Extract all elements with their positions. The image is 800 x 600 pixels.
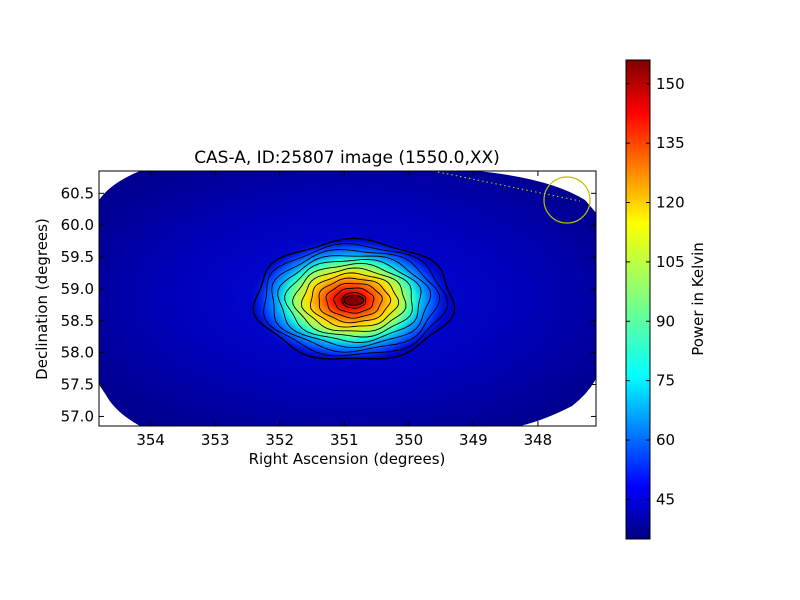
x-tick-label: 349 [459, 431, 488, 449]
contour-line [341, 292, 367, 309]
contour-line [292, 262, 413, 338]
y-tick-label: 57.0 [61, 407, 94, 425]
colorbar-tick-label: 135 [656, 134, 685, 152]
source-peak [343, 294, 365, 306]
colorbar-tick-label: 60 [656, 431, 675, 449]
contour-line [309, 272, 400, 328]
plot-area [98, 170, 597, 427]
y-tick-label: 57.5 [61, 376, 94, 394]
y-tick-label: 60.5 [61, 184, 94, 202]
plot-frame [98, 170, 597, 427]
beam-marker-circle [543, 176, 591, 224]
colorbar: 45 60 75 90 105 120 135 150 Power in Kelvin [625, 59, 707, 540]
contour-line [325, 282, 383, 319]
y-tick-label: 58.5 [61, 312, 94, 330]
colorbar-label: Power in Kelvin [689, 242, 707, 356]
colorbar-tick-label: 120 [656, 194, 685, 212]
y-axis-label: Declination (degrees) [33, 218, 51, 380]
x-tick-label: 354 [136, 431, 165, 449]
chart-title: CAS-A, ID:25807 image (1550.0,XX) [194, 148, 500, 168]
y-tick-label: 60.0 [61, 216, 94, 234]
colorbar-tick-label: 45 [656, 490, 675, 508]
y-tick-label: 59.0 [61, 280, 94, 298]
x-tick-label: 352 [265, 431, 294, 449]
y-axis: 57.0 57.5 58.0 58.5 59.0 59.5 60.0 60.5 [61, 184, 596, 425]
contour-line [318, 277, 392, 324]
colorbar-tick-label: 150 [656, 75, 685, 93]
x-axis: 354 353 352 351 350 349 348 [136, 171, 552, 449]
x-tick-label: 351 [330, 431, 359, 449]
contour-line [263, 243, 449, 357]
beam-track-line [437, 171, 581, 202]
contour-line [284, 258, 422, 344]
y-tick-label: 58.0 [61, 344, 94, 362]
contour-line [252, 237, 456, 360]
x-tick-label: 348 [524, 431, 553, 449]
colorbar-tick-label: 75 [656, 372, 675, 390]
colorbar-gradient [625, 59, 651, 540]
x-tick-label: 350 [394, 431, 423, 449]
colorbar-tick-label: 90 [656, 312, 675, 330]
contour-line [271, 249, 441, 353]
x-axis-label: Right Ascension (degrees) [249, 450, 446, 468]
colorbar-ticks: 45 60 75 90 105 120 135 150 [626, 75, 685, 508]
contour-line [277, 255, 432, 349]
contour-line [300, 267, 407, 332]
contour-line [333, 287, 375, 314]
x-tick-label: 353 [201, 431, 230, 449]
contour-lines [252, 237, 456, 360]
colorbar-tick-label: 105 [656, 253, 685, 271]
y-tick-label: 59.5 [61, 248, 94, 266]
